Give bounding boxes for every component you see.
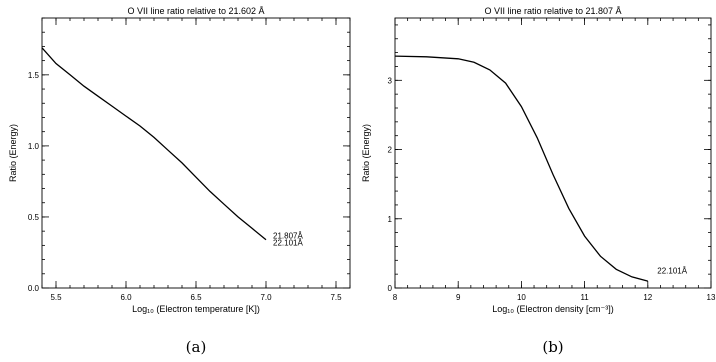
annotations: 22.101Å <box>657 267 687 276</box>
y-tick-label: 3 <box>388 76 393 85</box>
y-tick-label: 0.0 <box>28 284 40 293</box>
x-tick-label: 6.5 <box>190 293 202 302</box>
curve-annotation: 22.101Å <box>273 239 303 248</box>
y-tick-label: 0 <box>388 284 393 293</box>
panel-caption: (a) <box>186 338 207 356</box>
x-axis-label: Log₁₀ (Electron density [cm⁻³]) <box>492 304 614 314</box>
x-axis: 8 9 10 11 12 13 <box>393 18 716 302</box>
x-tick-label: 7.0 <box>260 293 272 302</box>
y-tick-label: 2 <box>388 146 393 155</box>
y-tick-label: 1 <box>388 215 393 224</box>
y-tick-label: 1.0 <box>28 142 40 151</box>
y-axis: 0.0 0.5 1.0 1.5 <box>28 17 350 293</box>
x-tick-label: 10 <box>517 293 526 302</box>
plot-frame <box>394 17 712 289</box>
chart-title: O VII line ratio relative to 21.807 Å <box>484 6 621 16</box>
x-axis: 5.5 6.0 6.5 7.0 7.5 <box>41 18 351 302</box>
plot-frame <box>41 17 351 289</box>
x-axis-label: Log₁₀ (Electron temperature [K]) <box>132 304 260 314</box>
curve-annotation: 22.101Å <box>657 267 687 276</box>
y-axis-label: Ratio (Energy) <box>8 124 18 182</box>
x-tick-label: 5.5 <box>50 293 62 302</box>
x-tick-label: 8 <box>393 293 398 302</box>
x-tick-label: 11 <box>580 293 589 302</box>
x-tick-label: 9 <box>456 293 461 302</box>
series-line <box>41 47 267 241</box>
chart-title: O VII line ratio relative to 21.602 Å <box>127 6 264 16</box>
panel-a: 5.5 6.0 6.5 7.0 7.5 0.0 0.5 1.0 1.5 21.807Å22.1… <box>8 6 351 356</box>
y-axis: 0 1 2 3 <box>388 24 711 293</box>
x-tick-label: 13 <box>707 293 716 302</box>
curve-annotation: 21.807Å <box>273 231 303 240</box>
x-tick-label: 12 <box>643 293 652 302</box>
x-tick-label: 6.0 <box>120 293 132 302</box>
y-tick-label: 1.5 <box>28 71 40 80</box>
y-tick-label: 0.5 <box>28 213 40 222</box>
panel-caption: (b) <box>542 338 563 356</box>
y-axis-label: Ratio (Energy) <box>361 124 371 182</box>
x-tick-label: 7.5 <box>330 293 342 302</box>
series-line <box>394 55 648 282</box>
